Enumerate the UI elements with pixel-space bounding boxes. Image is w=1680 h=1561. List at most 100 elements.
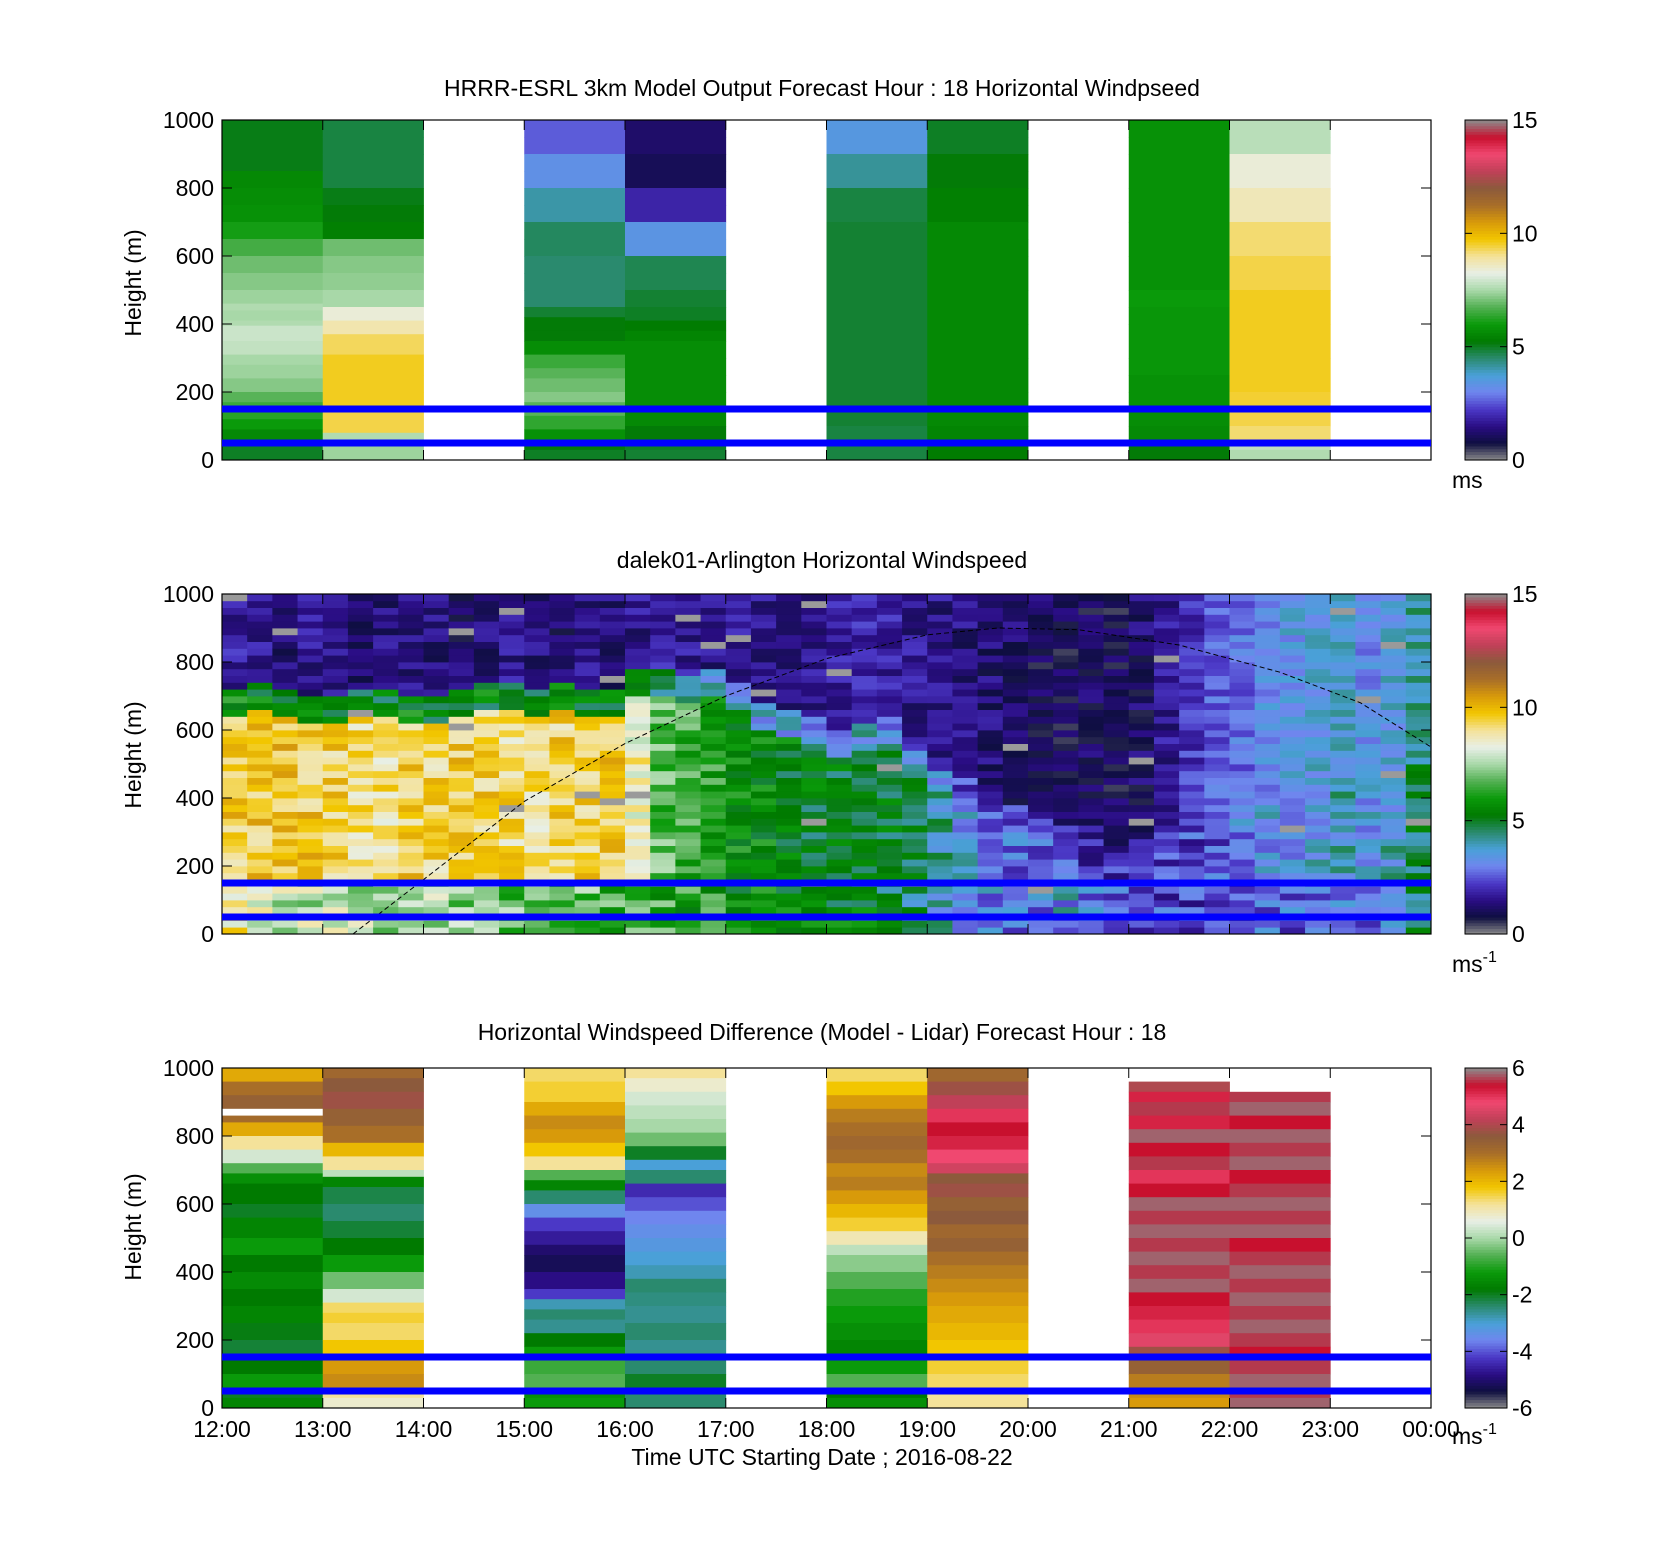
heat-cell <box>373 641 399 649</box>
heat-cell <box>347 682 374 690</box>
colorbar-segment <box>1465 1303 1507 1307</box>
heat-cell <box>1279 614 1306 622</box>
heat-cell <box>927 1278 1029 1293</box>
heat-cell <box>222 927 248 935</box>
colorbar-segment <box>1465 298 1507 302</box>
heat-cell <box>927 443 1029 461</box>
heat-cell <box>902 662 928 670</box>
heat-cell <box>247 648 273 656</box>
heat-cell <box>473 818 500 826</box>
heat-cell <box>272 607 298 615</box>
heat-cell <box>1053 798 1079 806</box>
x-tick-label: 23:00 <box>1301 1416 1359 1442</box>
heat-cell <box>826 859 853 867</box>
heat-cell <box>1254 845 1281 853</box>
heat-cell <box>347 798 374 806</box>
heat-cell <box>876 634 903 642</box>
colorbar-segment <box>1465 281 1507 285</box>
heat-cell <box>448 764 475 772</box>
heat-cell <box>222 716 248 724</box>
heat-cell <box>373 668 399 676</box>
heat-cell <box>297 770 324 778</box>
heat-cell <box>1103 634 1130 642</box>
heat-cell <box>977 600 1004 608</box>
heat-cell <box>1128 409 1230 427</box>
heat-cell <box>272 838 298 846</box>
heat-cell <box>473 920 500 928</box>
heat-cell <box>952 804 979 812</box>
heat-cell <box>599 764 626 772</box>
heat-cell <box>801 770 827 778</box>
heat-cell <box>1279 886 1306 894</box>
heat-cell <box>398 838 424 846</box>
heat-cell <box>1330 689 1356 697</box>
heat-cell <box>1153 628 1180 636</box>
heat-cell <box>448 900 475 908</box>
heat-cell <box>322 256 424 274</box>
heat-cell <box>599 600 626 608</box>
heat-cell <box>448 662 475 670</box>
heat-cell <box>902 702 928 710</box>
heat-cell <box>1028 764 1054 772</box>
heat-cell <box>625 927 651 935</box>
heat-cell <box>1053 845 1079 853</box>
panel-difference-ylabel: Height (m) <box>120 1173 146 1280</box>
heat-cell <box>902 668 928 676</box>
colorbar-segment <box>1465 122 1507 127</box>
heat-cell <box>625 1210 727 1225</box>
heat-cell <box>1028 886 1054 894</box>
heat-cell <box>801 641 827 649</box>
heat-cell <box>876 648 903 656</box>
heat-cell <box>750 838 777 846</box>
colorbar-segment <box>1465 295 1507 300</box>
heat-cell <box>448 709 475 717</box>
heat-cell <box>927 852 953 860</box>
heat-cell <box>473 872 500 880</box>
heat-cell <box>675 798 701 806</box>
colorbar-segment <box>1465 1255 1507 1259</box>
heat-cell <box>625 375 727 393</box>
heat-cell <box>524 689 550 697</box>
lidar-column <box>574 594 601 935</box>
heat-cell <box>222 750 248 758</box>
heat-cell <box>902 798 928 806</box>
heat-cell <box>322 893 349 901</box>
heat-cell <box>826 757 853 765</box>
heat-cell <box>1405 723 1432 731</box>
heat-cell <box>347 893 374 901</box>
heat-cell <box>952 927 979 935</box>
heat-cell <box>524 1309 626 1320</box>
heat-cell <box>700 764 727 772</box>
colorbar-segment <box>1465 908 1507 912</box>
heat-cell <box>448 600 475 608</box>
heat-cell <box>1405 757 1432 765</box>
heat-cell <box>473 852 500 860</box>
heat-cell <box>851 893 878 901</box>
heat-cell <box>1254 872 1281 880</box>
heat-cell <box>1254 757 1281 765</box>
heat-cell <box>1229 607 1256 615</box>
heat-cell <box>1078 866 1104 874</box>
heat-cell <box>851 655 878 663</box>
heat-cell <box>1002 757 1029 765</box>
heat-cell <box>322 832 349 840</box>
heat-cell <box>524 804 550 812</box>
heat-cell <box>1305 682 1331 690</box>
heat-cell <box>549 750 576 758</box>
heat-cell <box>247 832 273 840</box>
colorbar-segment <box>1465 710 1507 714</box>
heat-cell <box>1229 426 1331 440</box>
heat-cell <box>1103 818 1130 826</box>
heat-cell <box>1204 906 1230 914</box>
heat-cell <box>625 791 651 799</box>
heat-cell <box>272 784 298 792</box>
heat-cell <box>1078 900 1104 908</box>
heat-cell <box>1103 845 1130 853</box>
heat-cell <box>473 668 500 676</box>
heat-cell <box>1053 777 1079 785</box>
heat-cell <box>851 607 878 615</box>
heat-cell <box>675 641 701 649</box>
heat-cell <box>725 886 752 894</box>
heat-cell <box>247 614 273 622</box>
heat-cell <box>625 594 651 602</box>
